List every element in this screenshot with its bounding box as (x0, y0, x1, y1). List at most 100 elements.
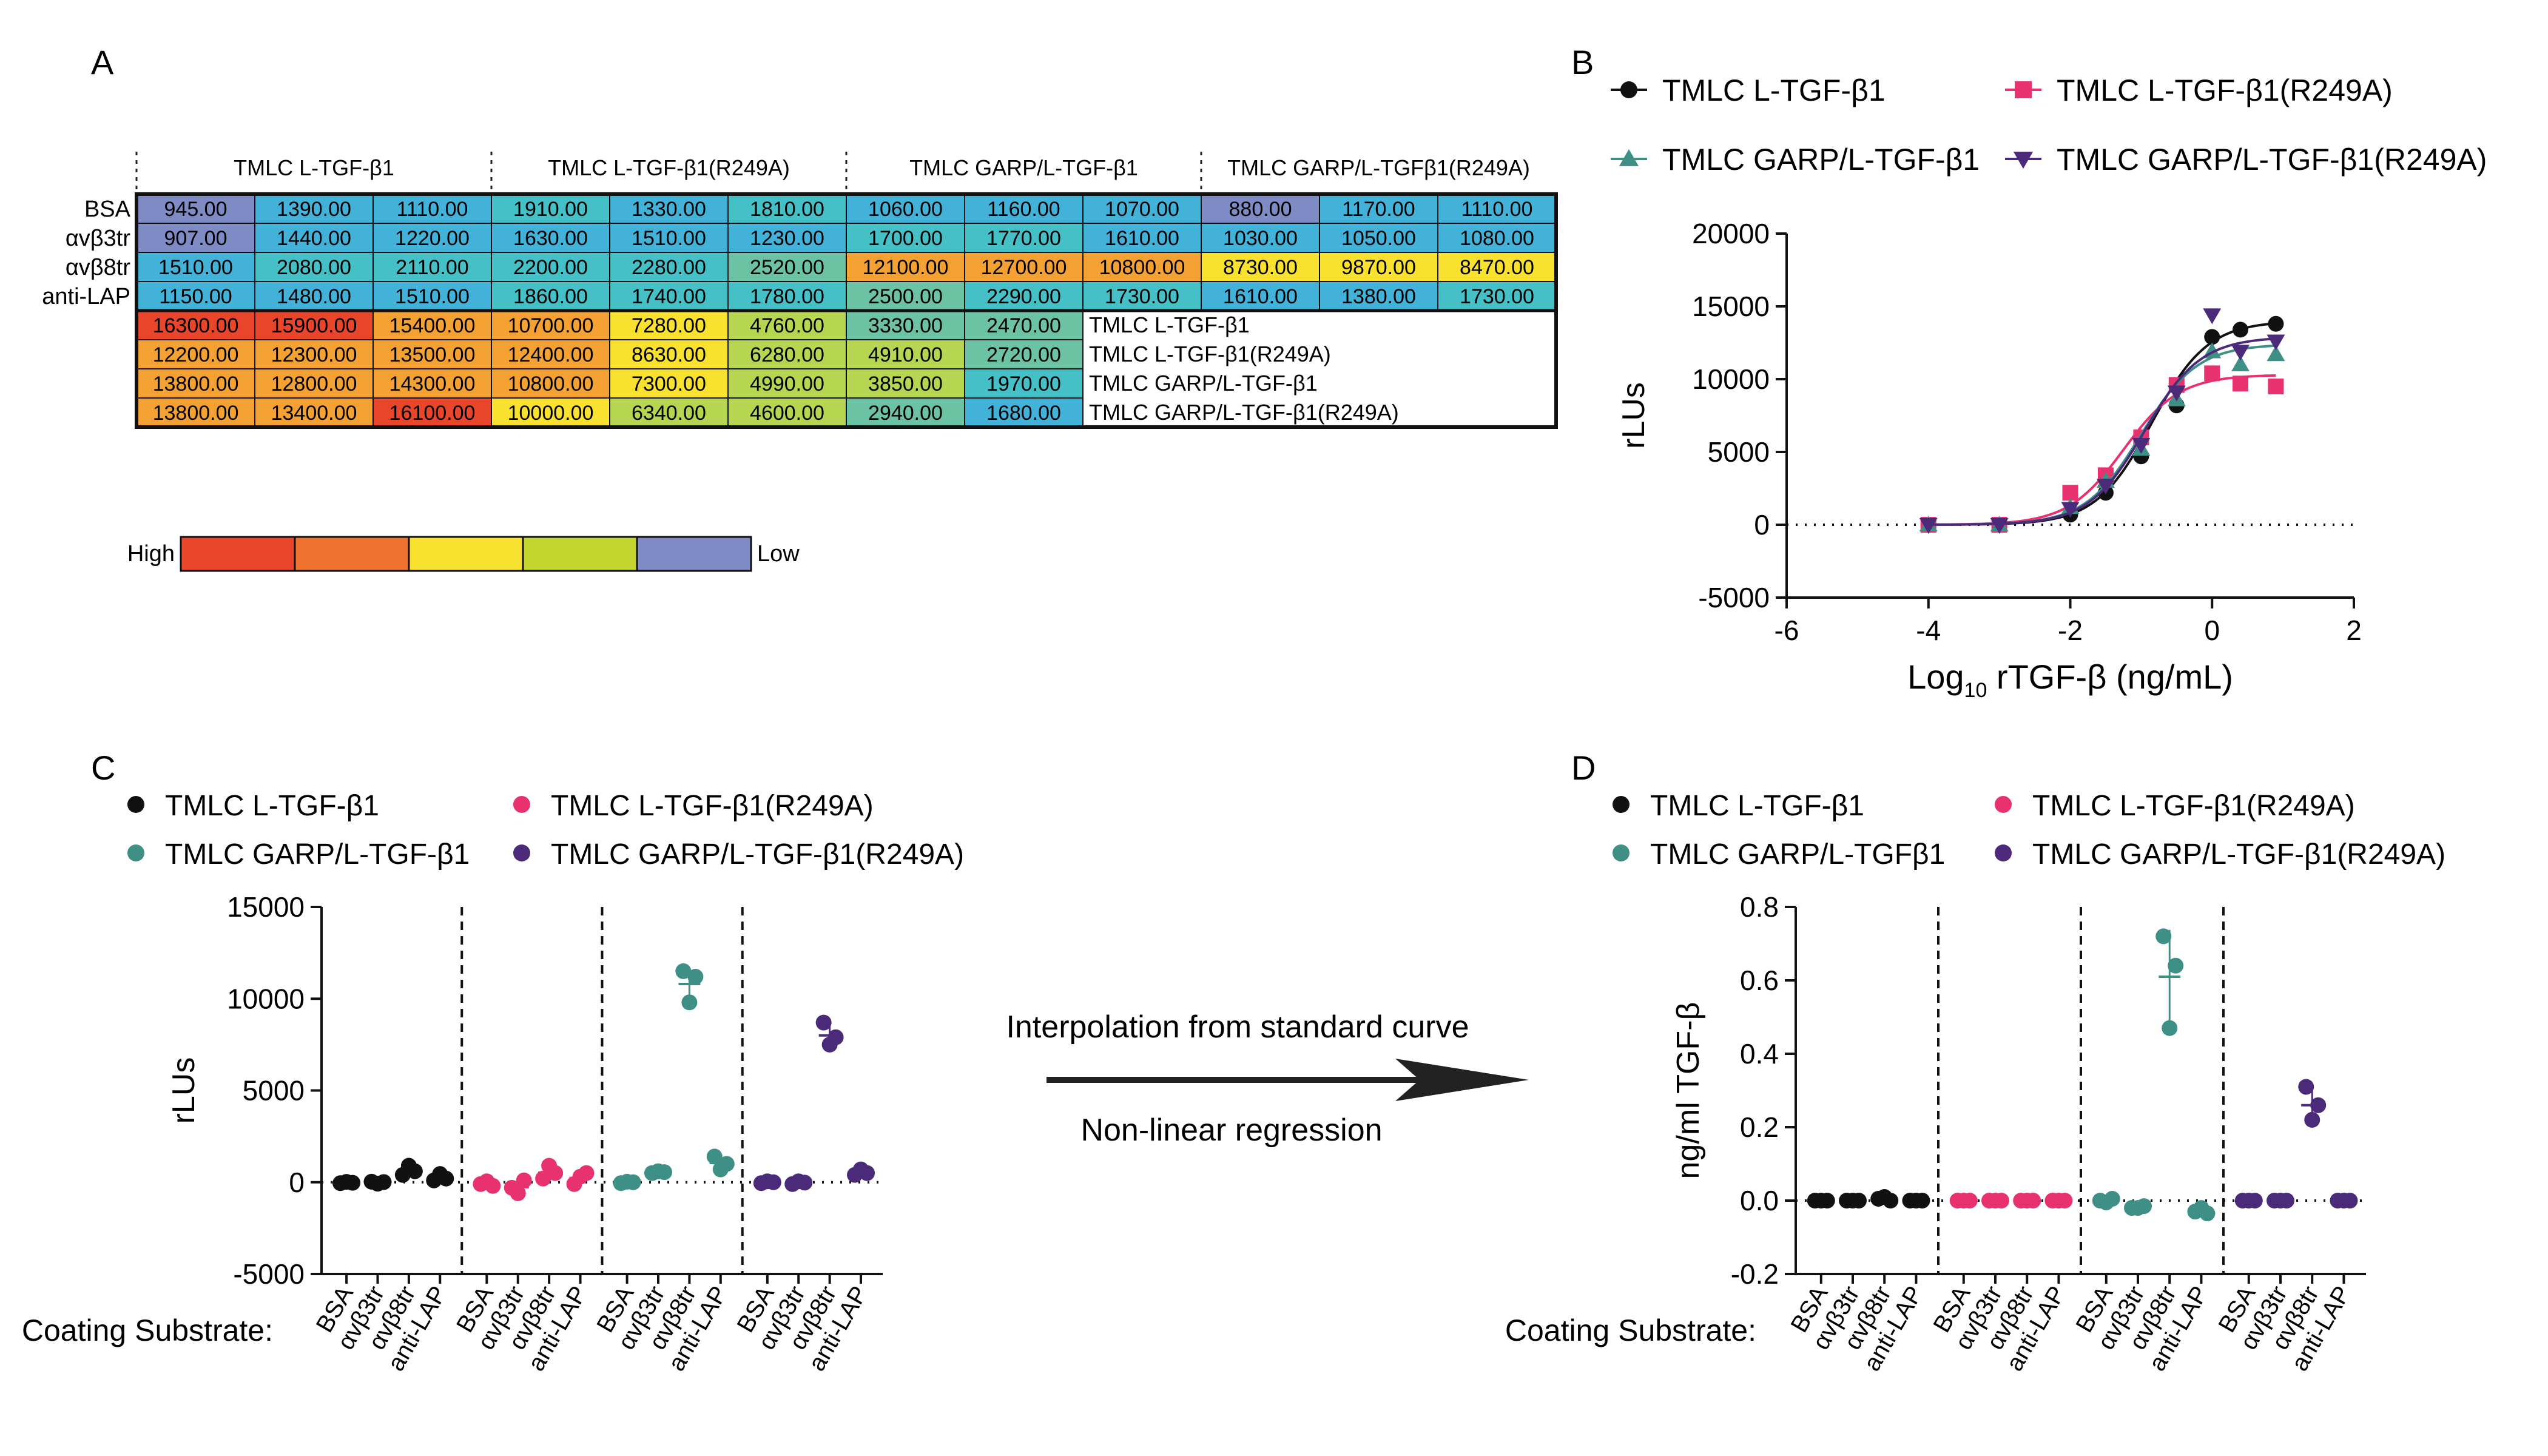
x-tick-label: -4 (1916, 615, 1941, 646)
standard-curve-chart: -5000 0 5000 10000 15000 20000 -6 -4 -2 0 2 rLUs Log… (1611, 73, 2487, 702)
heatmap-cell-value: 2500.00 (868, 285, 943, 308)
legend-label-tmlc-l-tgf-1: TMLC L-TGF-β1 (1662, 73, 1886, 107)
legend-label-tmlc-garp-l-tgf-1-r249a: TMLC GARP/L-TGF-β1(R249A) (2057, 143, 2487, 177)
row-label-anti-lap: anti-LAP (42, 284, 130, 309)
column-group-label-3: TMLC GARP/L-TGF-β1 (909, 155, 1138, 180)
heatmap-cell-value: 1110.00 (1461, 198, 1533, 221)
heatmap-cell-value: 1060.00 (868, 198, 943, 221)
heatmap-cell-value: 10700.00 (508, 314, 594, 337)
y-tick-label: 0 (1754, 509, 1770, 541)
data-point-tmlc-garp-l-tgf-1-r249a (1990, 517, 2009, 534)
heatmap-cell-value: 1480.00 (277, 285, 351, 308)
heatmap-cell (846, 194, 965, 224)
y-tick-label: 0.4 (1740, 1038, 1779, 1070)
legend-marker (1619, 149, 1639, 166)
heatmap-cell-value: 16300.00 (153, 314, 239, 337)
data-point-tmlc-garp-l-tgf-1 (2162, 1020, 2178, 1036)
data-point-tmlc-garp-l-tgf-1 (2155, 928, 2172, 945)
arrow-head (1395, 1059, 1529, 1101)
heatmap-cell-value: 1110.00 (397, 198, 468, 221)
heatmap-cell (964, 252, 1084, 282)
heatmap-cell (964, 194, 1084, 224)
y-axis-title: ng/ml TGF-β (1671, 1002, 1706, 1179)
heatmap-cell (491, 281, 610, 311)
heatmap-cell-value: 13800.00 (153, 372, 239, 396)
heatmap-cell-value: 8730.00 (1223, 256, 1298, 279)
heatmap-cell-value: 13500.00 (389, 343, 476, 366)
heatmap-cell-value: 945.00 (164, 198, 228, 221)
heatmap-cell-value: 1780.00 (750, 285, 824, 308)
heatmap-cell (254, 397, 374, 428)
heatmap-outer-border (135, 192, 1558, 429)
heatmap-cell-value: 1910.00 (513, 198, 588, 221)
data-point-tmlc-garp-l-tgf-1-r249a (1919, 517, 1938, 534)
data-point-tmlc-garp-l-tgf-1 (681, 994, 698, 1011)
row-label-bsa: BSA (84, 197, 131, 222)
data-point-tmlc-garp-l-tgf-1 (2199, 1205, 2216, 1222)
y-tick-label: -5000 (233, 1258, 305, 1290)
heatmap-cell-value: 1630.00 (513, 227, 588, 250)
heatmap-table: TMLC L-TGF-β1 TMLC L-TGF-β1(R249A) TMLC GA… (42, 152, 1558, 429)
heatmap-cell (1201, 223, 1320, 253)
y-tick-label: 0.2 (1740, 1111, 1779, 1143)
heatmap-cell (254, 252, 374, 282)
heatmap-cell (609, 397, 729, 428)
legend-marker (127, 796, 144, 813)
heatmap-cell-value: 1970.00 (986, 372, 1061, 396)
heatmap-cell (609, 310, 729, 340)
data-point-tmlc-garp-l-tgf-1-r249a (2267, 334, 2285, 351)
heatmap-cell-value: 3850.00 (868, 372, 943, 396)
scale-swatch (522, 536, 638, 572)
scale-high-label: High (127, 541, 175, 567)
data-point-tmlc-l-tgf-1 (1882, 1193, 1899, 1208)
interpolation-arrow: Interpolation from standard curve Non-li… (1006, 1009, 1529, 1148)
heatmap-cell-value: 880.00 (1229, 198, 1292, 221)
heatmap-cell-value: 1070.00 (1105, 198, 1179, 221)
heatmap-cell-value: 3330.00 (868, 314, 943, 337)
panel-label-a: A (91, 43, 114, 81)
arrow-top-text: Interpolation from standard curve (1006, 1009, 1469, 1045)
heatmap-cell-value: 12100.00 (863, 256, 949, 279)
heatmap-cell (609, 339, 729, 369)
heatmap-cell-value: 1700.00 (868, 227, 943, 250)
data-point-tmlc-garp-l-tgf-1-r249a (2298, 1079, 2314, 1095)
legend-label-tmlc-garp-l-tgf-1-r249a: TMLC GARP/L-TGF-β1(R249A) (2032, 838, 2445, 871)
heatmap-cell-value: 1390.00 (277, 198, 351, 221)
data-point-tmlc-garp-l-tgf-1-r249a (815, 1014, 832, 1031)
heatmap-cell-value: 1230.00 (750, 227, 824, 250)
fit-curve-tmlc-garp-l-tgf-1-r249a (1928, 337, 2276, 526)
heatmap-cell-value: 4600.00 (750, 402, 824, 425)
heatmap-cell (609, 223, 729, 253)
legend-label-tmlc-l-tgf-1: TMLC L-TGF-β1 (1650, 790, 1864, 822)
column-group-label-2: TMLC L-TGF-β1(R249A) (548, 155, 790, 180)
heatmap-cell (727, 310, 847, 340)
heatmap-cell-value: 1680.00 (986, 402, 1061, 425)
heatmap-cell-value: 15400.00 (389, 314, 476, 337)
heatmap-cell-value: 2940.00 (868, 402, 943, 425)
heatmap-cell (372, 223, 492, 253)
heatmap-cell (964, 281, 1084, 311)
legend-marker (513, 796, 530, 813)
x-axis-title: Coating Substrate: (22, 1313, 273, 1347)
column-group-label-4: TMLC GARP/L-TGFβ1(R249A) (1227, 155, 1530, 180)
legend-label-tmlc-l-tgf-1: TMLC L-TGF-β1 (165, 790, 379, 822)
heatmap-cell (372, 368, 492, 399)
panel-label-c: C (91, 749, 115, 787)
data-point-tmlc-garp-l-tgf-1-r249a (2203, 308, 2222, 325)
y-tick-label: 15000 (227, 891, 305, 923)
legend-marker (2015, 81, 2032, 98)
heatmap-cell-value: 1730.00 (1105, 285, 1179, 308)
row-label-v-3tr: αvβ3tr (66, 226, 131, 251)
data-point-tmlc-l-tgf-1-r249a (516, 1172, 532, 1188)
heatmap-cell-value: 7280.00 (632, 314, 706, 337)
heatmap-cell (727, 194, 847, 224)
row-label-tmlc-l-tgf-1-r249a: TMLC L-TGF-β1(R249A) (1089, 342, 1331, 366)
legend-label-tmlc-garp-l-tgf-1: TMLC GARP/L-TGF-β1 (1662, 143, 1980, 177)
data-point-tmlc-garp-l-tgf-1-r249a (2096, 479, 2115, 495)
data-point-tmlc-l-tgf-1-r249a (2233, 376, 2248, 392)
data-point-tmlc-l-tgf-1-r249a (485, 1178, 501, 1194)
heatmap-cell-value: 1080.00 (1460, 227, 1534, 250)
data-point-tmlc-l-tgf-1 (2233, 322, 2248, 338)
row-label-v-8tr: αvβ8tr (66, 255, 131, 280)
